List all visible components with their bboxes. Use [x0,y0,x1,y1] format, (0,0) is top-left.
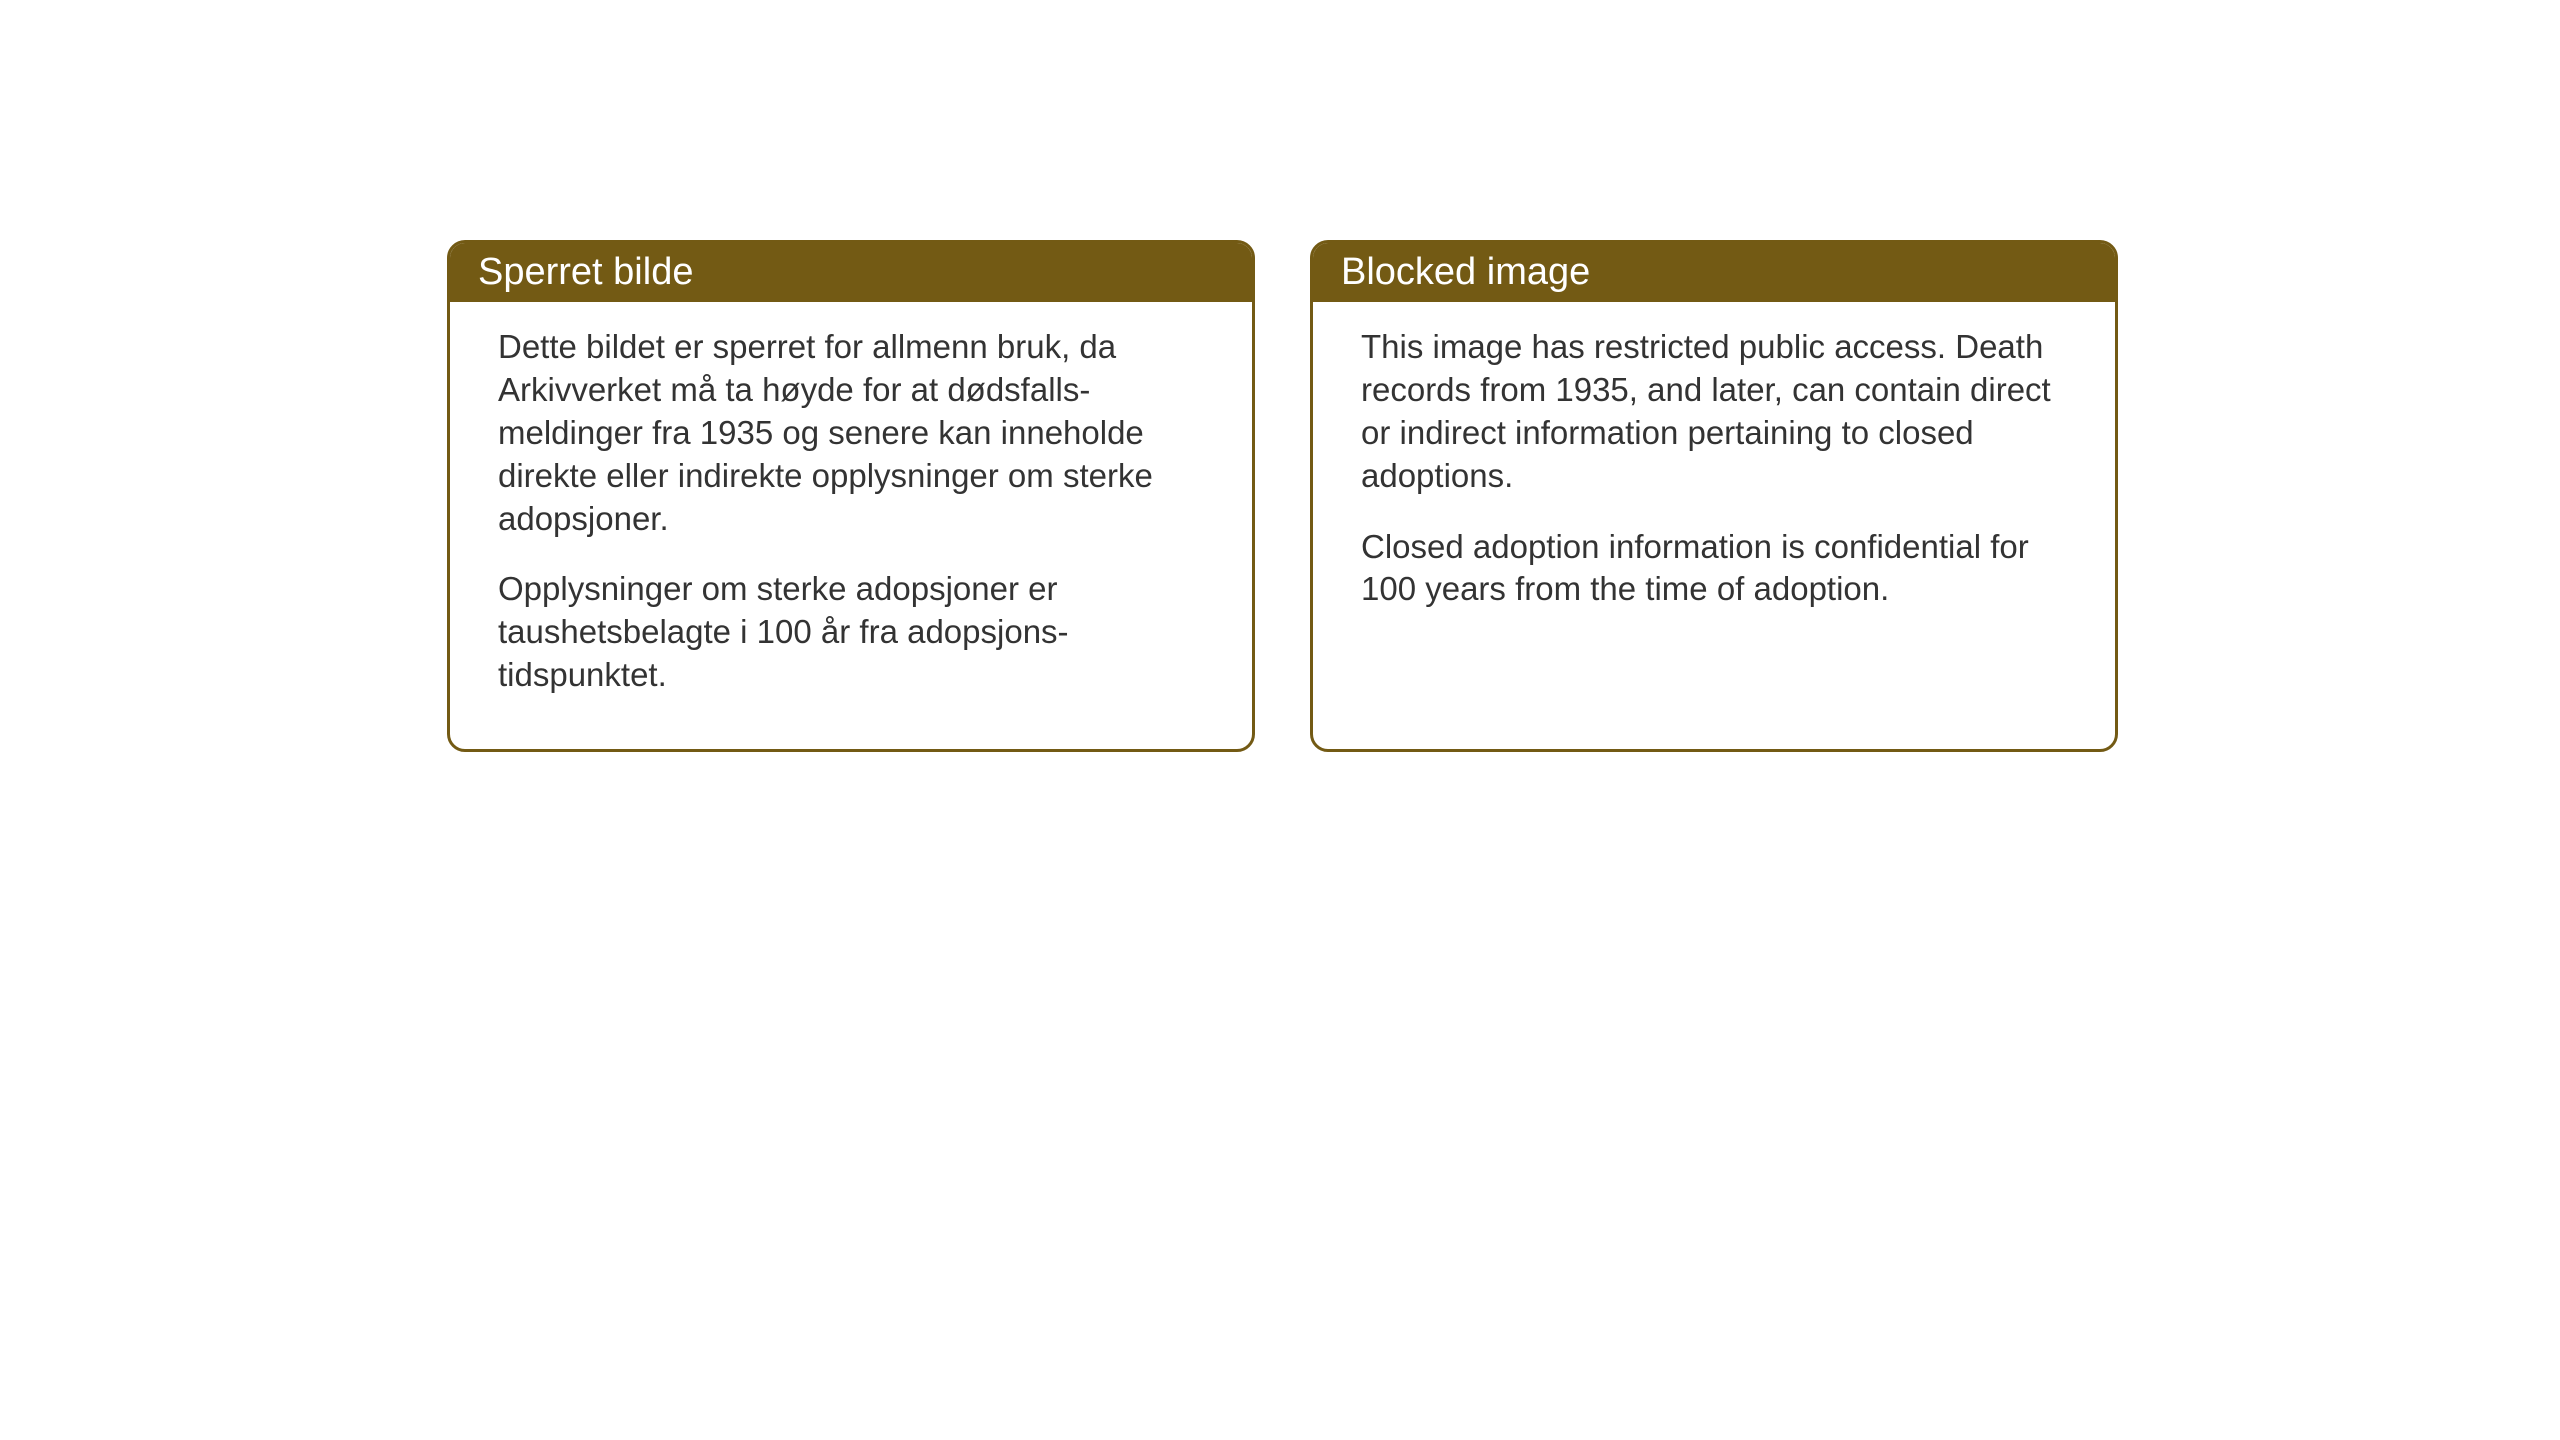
notice-paragraph-1-norwegian: Dette bildet er sperret for allmenn bruk… [498,326,1204,540]
notice-header-english: Blocked image [1313,243,2115,302]
notice-paragraph-1-english: This image has restricted public access.… [1361,326,2067,498]
notice-body-english: This image has restricted public access.… [1313,302,2115,643]
notices-container: Sperret bilde Dette bildet er sperret fo… [447,240,2118,752]
notice-title-norwegian: Sperret bilde [478,251,693,293]
notice-box-english: Blocked image This image has restricted … [1310,240,2118,752]
notice-box-norwegian: Sperret bilde Dette bildet er sperret fo… [447,240,1255,752]
notice-title-english: Blocked image [1341,251,1590,293]
notice-body-norwegian: Dette bildet er sperret for allmenn bruk… [450,302,1252,729]
notice-paragraph-2-english: Closed adoption information is confident… [1361,526,2067,612]
notice-paragraph-2-norwegian: Opplysninger om sterke adopsjoner er tau… [498,568,1204,697]
notice-header-norwegian: Sperret bilde [450,243,1252,302]
